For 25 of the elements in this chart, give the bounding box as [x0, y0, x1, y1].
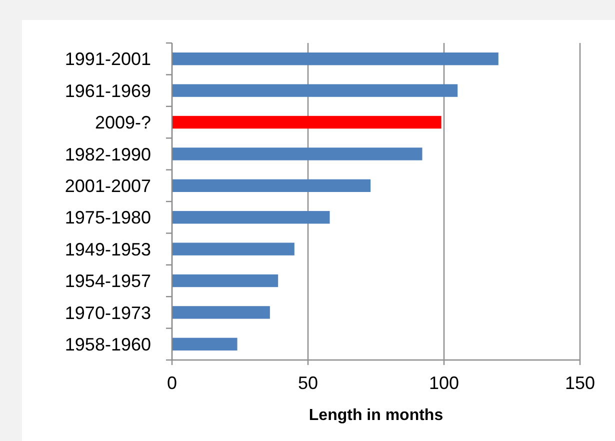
bar	[172, 274, 278, 288]
bar	[172, 116, 442, 129]
bar	[172, 179, 371, 192]
bar	[172, 84, 458, 97]
x-axis-title: Length in months	[308, 407, 444, 424]
y-tick-label: 1961-1969	[64, 80, 151, 101]
x-tick-label: 50	[298, 373, 318, 393]
bar	[172, 211, 330, 224]
bar	[172, 338, 238, 350]
x-tick-label: 100	[428, 373, 460, 393]
y-tick-label: 2009-?	[94, 112, 151, 133]
bar	[172, 52, 498, 66]
y-tick-label: 2001-2007	[64, 176, 151, 196]
y-tick-label: 1958-1960	[64, 334, 151, 354]
bar	[172, 148, 422, 160]
y-tick-label: 1970-1973	[64, 302, 151, 323]
y-tick-label: 1991-2001	[64, 49, 151, 70]
y-tick-label: 1949-1953	[64, 239, 151, 260]
x-tick-label: 150	[564, 373, 596, 393]
bar	[172, 306, 270, 319]
x-tick-label: 0	[166, 373, 178, 393]
y-tick-label: 1954-1957	[64, 271, 151, 292]
bar	[172, 242, 294, 256]
y-tick-label: 1982-1990	[64, 144, 151, 164]
y-tick-label: 1975-1980	[64, 208, 151, 228]
